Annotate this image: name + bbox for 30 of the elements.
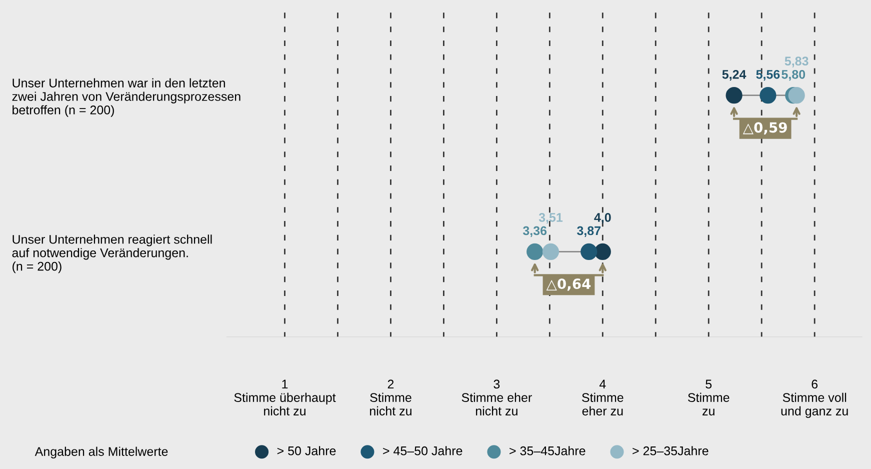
legend-label: > 45–50 Jahre: [383, 446, 462, 456]
point: [726, 87, 742, 104]
point: [788, 87, 805, 104]
x-tick-label: 1 Stimme überhaupt nicht zu: [234, 380, 336, 416]
point: [542, 243, 560, 260]
data-label: 3,87: [577, 226, 600, 237]
data-label: 5,56: [756, 70, 780, 81]
data-label: 5,80: [782, 70, 806, 81]
point: [760, 87, 776, 104]
x-tick-label: 4 Stimme eher zu: [582, 380, 624, 416]
x-tick-label: 6 Stimme voll und ganz zu: [781, 380, 848, 418]
data-label: 4,0: [594, 213, 611, 224]
legend-label: > 50 Jahre: [277, 446, 336, 456]
data-label: 3,51: [538, 213, 563, 224]
point: [526, 243, 544, 260]
y-tick-label: Unser Unternehmen reagiert schnell auf notwendige Veränderungen. (n = 200): [12, 234, 212, 274]
legend-label: > 35–45Jahre: [510, 446, 586, 456]
point: [594, 243, 611, 260]
y-tick-label: Unser Unternehmen war in den letzten zwei Jahren von Veränderungsprozessen betroffen (n = 200): [12, 78, 240, 117]
text: Angaben als Mittelwerte: [34, 446, 168, 458]
annotation: △0,59: [742, 122, 787, 134]
x-tick-label: 2 Stimme nicht zu: [370, 380, 412, 416]
data-label: 5,24: [722, 70, 746, 81]
x-tick-label: 5 Stimme zu: [688, 380, 730, 416]
data-label: 5,83: [784, 56, 808, 68]
annotation: △0,64: [546, 278, 591, 291]
x-tick-label: 3 Stimme eher nicht zu: [462, 380, 532, 416]
legend-label: > 25–35Jahre: [632, 446, 708, 456]
point: [580, 243, 598, 260]
data-label: 3,36: [522, 226, 547, 237]
